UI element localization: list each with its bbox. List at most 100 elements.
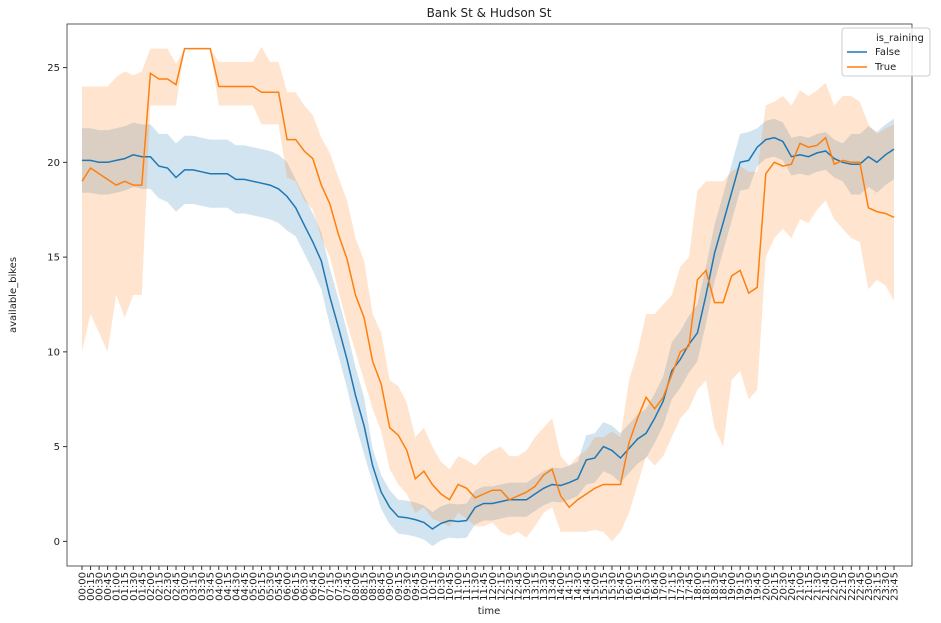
x-tick-label: 08:45	[377, 572, 388, 601]
x-tick-label: 17:15	[667, 572, 678, 601]
x-tick-label: 03:45	[206, 572, 217, 601]
x-tick-label: 11:45	[479, 572, 490, 601]
x-axis-label: time	[478, 606, 501, 617]
x-tick-label: 00:15	[86, 572, 97, 601]
x-tick-label: 15:15	[599, 572, 610, 601]
x-tick-label: 04:15	[223, 572, 234, 601]
x-tick-label: 09:00	[385, 572, 396, 601]
x-tick-label: 23:45	[890, 572, 901, 601]
line	[82, 136, 895, 530]
x-tick-label: 01:30	[129, 572, 140, 601]
x-tick-label: 16:45	[650, 572, 661, 601]
x-tick-label: 06:00	[283, 572, 294, 601]
x-tick-label: 20:45	[787, 572, 798, 601]
y-tick-label: 25	[47, 63, 60, 74]
x-tick-label: 04:00	[214, 572, 225, 601]
x-tick-label: 19:00	[727, 572, 738, 601]
x-tick-label: 13:15	[531, 572, 542, 601]
x-tick-label: 12:30	[505, 572, 516, 601]
x-tick-label: 17:45	[684, 572, 695, 601]
x-tick-label: 03:15	[189, 572, 200, 601]
x-tick-label: 14:15	[565, 572, 576, 601]
x-tick-label: 19:15	[736, 572, 747, 601]
x-tick-label: 18:30	[710, 572, 721, 601]
legend-title: is_raining	[876, 33, 924, 44]
x-tick-label: 10:30	[436, 572, 447, 601]
x-tick-label: 20:00	[761, 572, 772, 601]
x-tick-label: 02:00	[146, 572, 157, 601]
y-tick-label: 20	[47, 158, 60, 169]
x-tick-label: 08:15	[360, 572, 371, 601]
x-tick-label: 20:15	[770, 572, 781, 601]
confidence-band	[82, 118, 894, 547]
x-tick-label: 16:15	[633, 572, 644, 601]
x-tick-label: 15:45	[616, 572, 627, 601]
x-tick-label: 05:30	[266, 572, 277, 601]
plot-frame	[66, 23, 913, 567]
legend-label: False	[875, 47, 900, 58]
x-tick-label: 11:15	[462, 572, 473, 601]
legend-box	[841, 27, 931, 77]
x-tick-label: 22:15	[838, 572, 849, 601]
x-tick-label: 00:30	[95, 572, 106, 601]
x-tick-label: 19:45	[753, 572, 764, 601]
x-tick-label: 23:30	[881, 572, 892, 601]
x-tick-label: 17:00	[659, 572, 670, 601]
x-tick-label: 22:00	[830, 572, 841, 601]
x-tick-label: 15:30	[607, 572, 618, 601]
x-tick-label: 06:45	[308, 572, 319, 601]
line	[81, 47, 895, 509]
x-tick-label: 19:30	[744, 572, 755, 601]
x-tick-label: 00:00	[78, 572, 89, 601]
x-tick-label: 14:30	[573, 572, 584, 601]
x-tick-label: 07:30	[334, 572, 345, 601]
x-tick-label: 22:30	[847, 572, 858, 601]
x-tick-label: 21:45	[821, 572, 832, 601]
x-tick-label: 17:30	[676, 572, 687, 601]
x-tick-label: 18:45	[719, 572, 730, 601]
x-tick-label: 14:45	[582, 572, 593, 601]
x-tick-label: 02:45	[172, 572, 183, 601]
x-tick-label: 07:45	[342, 572, 353, 601]
x-tick-label: 01:15	[120, 572, 131, 601]
x-tick-label: 06:15	[291, 572, 302, 601]
x-tick-label: 12:15	[496, 572, 507, 601]
x-tick-label: 01:45	[137, 572, 148, 601]
x-tick-label: 18:15	[701, 572, 712, 601]
y-tick-label: 5	[54, 442, 60, 453]
x-tick-label: 03:00	[180, 572, 191, 601]
x-tick-label: 10:45	[445, 572, 456, 601]
x-tick-label: 23:15	[872, 572, 883, 601]
x-tick-label: 05:45	[274, 572, 285, 601]
x-tick-label: 00:45	[103, 572, 114, 601]
x-tick-label: 10:00	[419, 572, 430, 601]
x-tick-label: 01:00	[112, 572, 123, 601]
x-tick-label: 08:30	[368, 572, 379, 601]
x-tick-label: 03:30	[197, 572, 208, 601]
x-tick-label: 22:45	[855, 572, 866, 601]
confidence-band	[82, 46, 894, 542]
y-axis-label: available_bikes	[8, 257, 19, 333]
x-tick-label: 16:00	[625, 572, 636, 601]
x-tick-label: 11:00	[454, 572, 465, 601]
x-tick-label: 02:30	[163, 572, 174, 601]
x-tick-label: 21:15	[804, 572, 815, 601]
x-tick-label: 13:45	[548, 572, 559, 601]
x-tick-label: 15:00	[590, 572, 601, 601]
x-tick-label: 12:00	[488, 572, 499, 601]
x-tick-label: 04:45	[240, 572, 251, 601]
x-tick-label: 09:45	[411, 572, 422, 601]
legend-label: True	[874, 62, 896, 73]
x-tick-label: 02:15	[154, 572, 165, 601]
x-tick-label: 13:30	[539, 572, 550, 601]
x-tick-label: 20:30	[778, 572, 789, 601]
x-tick-label: 05:00	[248, 572, 259, 601]
x-tick-label: 18:00	[693, 572, 704, 601]
chart-title: Bank St & Hudson St	[427, 6, 552, 20]
x-tick-label: 13:00	[522, 572, 533, 601]
x-tick-label: 21:30	[813, 572, 824, 601]
x-tick-label: 04:30	[231, 572, 242, 601]
x-tick-label: 11:30	[471, 572, 482, 601]
x-tick-label: 06:30	[300, 572, 311, 601]
